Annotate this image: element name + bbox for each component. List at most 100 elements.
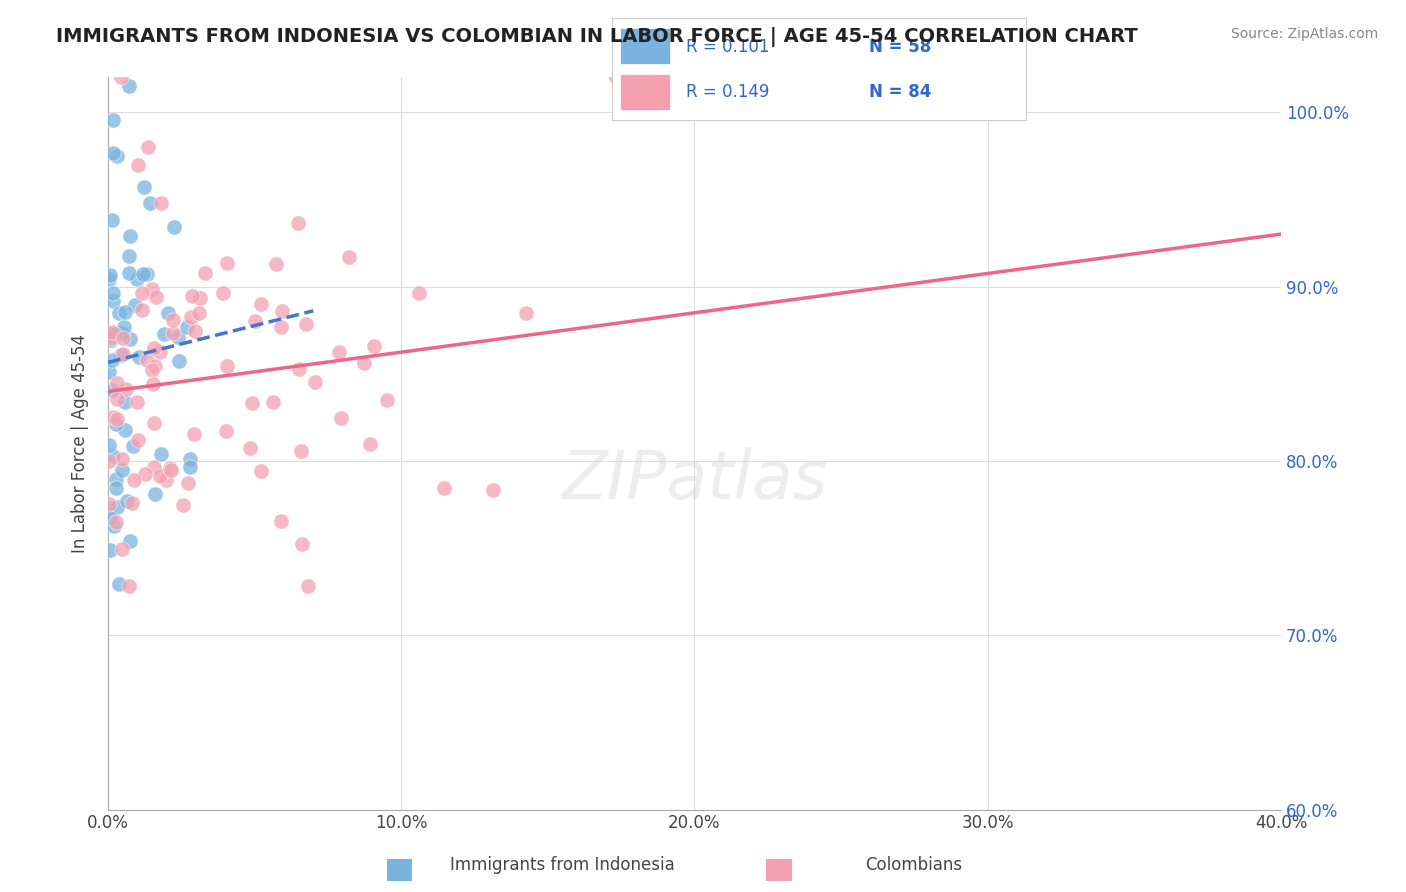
Point	[162, 313, 184, 327]
Point	[118, 249, 141, 263]
Point	[141, 282, 163, 296]
Point	[183, 427, 205, 442]
Point	[143, 341, 166, 355]
Point	[239, 441, 262, 455]
Point	[363, 339, 385, 353]
Point	[166, 330, 188, 344]
Point	[187, 306, 209, 320]
Point	[141, 363, 163, 377]
Point	[159, 460, 181, 475]
Point	[114, 423, 136, 437]
Point	[100, 333, 122, 347]
Point	[114, 395, 136, 409]
Point	[295, 317, 318, 331]
Point	[264, 257, 287, 271]
Point	[101, 294, 124, 309]
Point	[290, 444, 312, 458]
Point	[103, 450, 125, 464]
Point	[184, 324, 207, 338]
Point	[143, 460, 166, 475]
Point	[240, 396, 263, 410]
Point	[270, 304, 292, 318]
Point	[98, 268, 121, 282]
Point	[172, 498, 194, 512]
Point	[122, 439, 145, 453]
Point	[101, 326, 124, 341]
Text: Colombians: Colombians	[865, 856, 963, 874]
Point	[105, 149, 128, 163]
Point	[156, 306, 179, 320]
Point	[134, 467, 156, 482]
Y-axis label: In Labor Force | Age 45-54: In Labor Force | Age 45-54	[72, 334, 89, 553]
Point	[114, 382, 136, 396]
Point	[127, 394, 149, 409]
Point	[101, 145, 124, 160]
Point	[117, 579, 139, 593]
Point	[304, 375, 326, 389]
Point	[162, 326, 184, 340]
Point	[211, 285, 233, 300]
Point	[243, 313, 266, 327]
Point	[262, 395, 284, 409]
Point	[105, 412, 128, 426]
Point	[330, 411, 353, 425]
Point	[98, 365, 121, 379]
Point	[111, 542, 134, 557]
Point	[139, 196, 162, 211]
Point	[110, 348, 132, 362]
Point	[115, 493, 138, 508]
Bar	[620, 74, 669, 110]
Point	[103, 410, 125, 425]
Point	[104, 327, 127, 342]
Text: R = 0.101: R = 0.101	[686, 37, 769, 55]
Point	[433, 481, 456, 495]
Bar	[620, 28, 669, 64]
Point	[110, 326, 132, 340]
Point	[132, 180, 155, 194]
Point	[337, 250, 360, 264]
Point	[98, 497, 121, 511]
Point	[131, 286, 153, 301]
Point	[136, 139, 159, 153]
Point	[100, 353, 122, 368]
Point	[131, 302, 153, 317]
Point	[121, 496, 143, 510]
Point	[100, 510, 122, 524]
Point	[132, 267, 155, 281]
Point	[105, 376, 128, 390]
Point	[155, 473, 177, 487]
Point	[103, 519, 125, 533]
Point	[176, 320, 198, 334]
Text: N = 84: N = 84	[869, 83, 931, 101]
Point	[108, 577, 131, 591]
Point	[270, 514, 292, 528]
Point	[515, 305, 537, 319]
Text: ZIPatlas: ZIPatlas	[561, 447, 828, 513]
Point	[150, 196, 173, 211]
Point	[98, 271, 121, 285]
Point	[98, 454, 121, 468]
Point	[375, 393, 398, 408]
Point	[114, 305, 136, 319]
Point	[149, 469, 172, 483]
Bar	[387, 859, 412, 881]
Point	[353, 356, 375, 370]
Point	[215, 256, 238, 270]
Point	[111, 452, 134, 467]
Text: Immigrants from Indonesia: Immigrants from Indonesia	[450, 856, 675, 874]
Point	[111, 346, 134, 360]
Point	[287, 216, 309, 230]
Point	[105, 472, 128, 486]
Point	[215, 424, 238, 438]
Point	[167, 354, 190, 368]
Point	[118, 332, 141, 346]
Point	[98, 438, 121, 452]
Point	[250, 464, 273, 478]
Point	[127, 158, 149, 172]
Point	[153, 326, 176, 341]
Point	[177, 476, 200, 491]
Point	[250, 297, 273, 311]
Point	[101, 112, 124, 127]
Point	[482, 483, 505, 497]
Point	[143, 359, 166, 373]
